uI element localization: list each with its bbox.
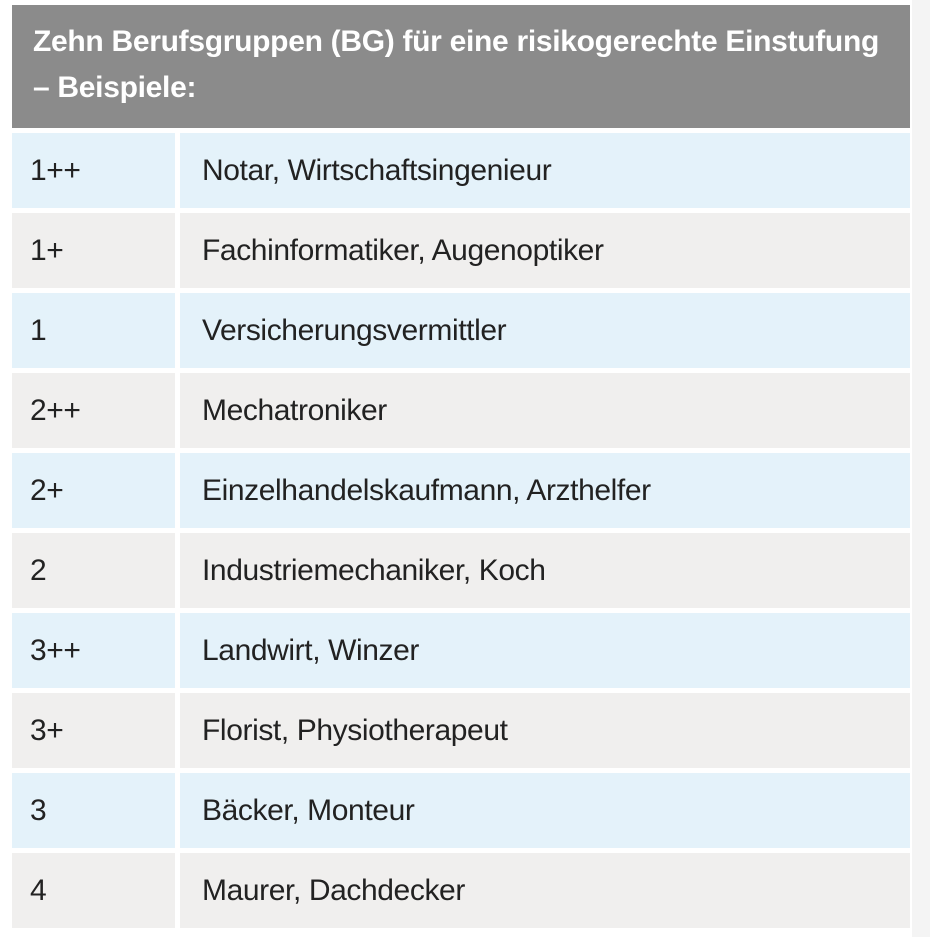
table-header: Zehn Berufsgruppen (BG) für eine risikog… bbox=[12, 5, 910, 128]
group-examples: Maurer, Dachdecker bbox=[180, 853, 910, 928]
table-row: 3++ Landwirt, Winzer bbox=[12, 613, 910, 688]
group-code: 3 bbox=[12, 773, 175, 848]
table: Zehn Berufsgruppen (BG) für eine risikog… bbox=[12, 5, 910, 928]
group-code: 2+ bbox=[12, 453, 175, 528]
table-row: 3+ Florist, Physiotherapeut bbox=[12, 693, 910, 768]
group-examples: Mechatroniker bbox=[180, 373, 910, 448]
table-body: 1++ Notar, Wirtschaftsingenieur 1+ Fachinfo… bbox=[12, 133, 910, 928]
group-examples: Bäcker, Monteur bbox=[180, 773, 910, 848]
table-row: 1 Versicherungsvermittler bbox=[12, 293, 910, 368]
table-row: 1++ Notar, Wirtschaftsingenieur bbox=[12, 133, 910, 208]
group-code: 1 bbox=[12, 293, 175, 368]
group-examples: Versicherungsvermittler bbox=[180, 293, 910, 368]
table-row: 4 Maurer, Dachdecker bbox=[12, 853, 910, 928]
table-row: 1+ Fachinformatiker, Augenoptiker bbox=[12, 213, 910, 288]
group-code: 2 bbox=[12, 533, 175, 608]
group-code: 3++ bbox=[12, 613, 175, 688]
group-examples: Notar, Wirtschaftsingenieur bbox=[180, 133, 910, 208]
table-row: 2 Industriemechaniker, Koch bbox=[12, 533, 910, 608]
group-examples: Fachinformatiker, Augenoptiker bbox=[180, 213, 910, 288]
group-code: 3+ bbox=[12, 693, 175, 768]
group-examples: Industriemechaniker, Koch bbox=[180, 533, 910, 608]
group-code: 1+ bbox=[12, 213, 175, 288]
group-code: 4 bbox=[12, 853, 175, 928]
page-edge bbox=[912, 0, 930, 937]
group-examples: Florist, Physiotherapeut bbox=[180, 693, 910, 768]
table-row: 2++ Mechatroniker bbox=[12, 373, 910, 448]
group-code: 1++ bbox=[12, 133, 175, 208]
group-examples: Landwirt, Winzer bbox=[180, 613, 910, 688]
group-examples: Einzelhandelskaufmann, Arzthelfer bbox=[180, 453, 910, 528]
table-row: 2+ Einzelhandelskaufmann, Arzthelfer bbox=[12, 453, 910, 528]
table-row: 3 Bäcker, Monteur bbox=[12, 773, 910, 848]
group-code: 2++ bbox=[12, 373, 175, 448]
